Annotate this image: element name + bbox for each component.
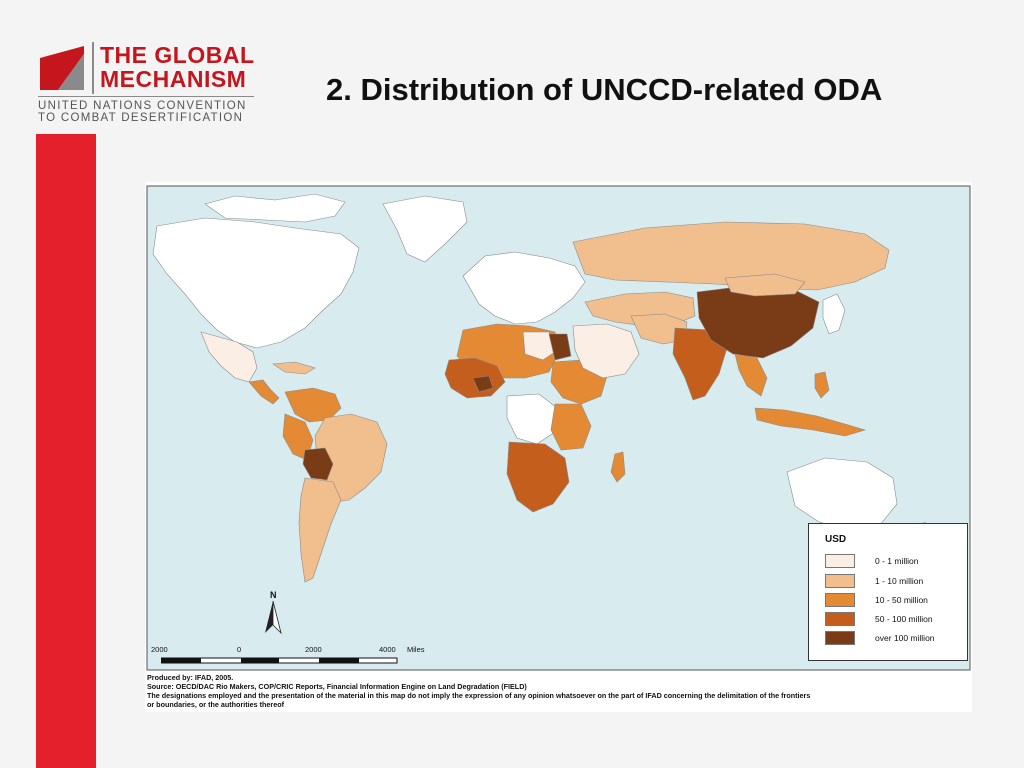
accent-bar (36, 134, 96, 768)
map-legend: USD 0 - 1 million 1 - 10 million 10 - 50… (808, 523, 968, 661)
slide-title: 2. Distribution of UNCCD-related ODA (326, 72, 883, 107)
north-arrow: N (263, 590, 289, 635)
indonesia (754, 407, 867, 437)
country-shapes (152, 193, 930, 583)
scale-bar-graphic (161, 657, 398, 664)
map-credits: Produced by: IFAD, 2005. Source: OECD/DA… (145, 673, 972, 709)
libya (522, 331, 556, 361)
legend-swatch (825, 554, 855, 568)
north-label: N (270, 590, 277, 600)
southern-africa (506, 441, 570, 513)
logo-divider (92, 42, 94, 94)
europe (462, 251, 586, 325)
north-america (152, 217, 360, 349)
legend-label: 10 - 50 million (875, 595, 928, 605)
world-map-figure: USD 0 - 1 million 1 - 10 million 10 - 50… (145, 182, 972, 712)
legend-swatch (825, 574, 855, 588)
credit-disclaimer-line2: or boundaries, or the authorities thereo… (147, 700, 284, 709)
caribbean (272, 361, 316, 375)
legend-label: 50 - 100 million (875, 614, 933, 624)
logo-title-line1: THE GLOBAL (100, 42, 255, 68)
madagascar (610, 451, 626, 483)
logo-title-line2: MECHANISM (100, 66, 247, 92)
philippines (814, 371, 830, 399)
scale-label: 2000 (151, 645, 168, 654)
credit-disclaimer-line1: The designations employed and the presen… (147, 691, 811, 700)
logo-subtitle-line2: TO COMBAT DESERTIFICATION (38, 112, 244, 124)
legend-swatch (825, 593, 855, 607)
scale-label: 4000 (379, 645, 396, 654)
russia (572, 221, 890, 291)
southeast-asia (734, 353, 768, 397)
greenland (382, 195, 468, 263)
egypt (548, 333, 572, 361)
credit-produced-by: Produced by: IFAD, 2005. (147, 673, 234, 682)
central-america (248, 379, 280, 405)
arctic-islands (204, 193, 346, 223)
legend-title: USD (825, 534, 847, 545)
east-africa (550, 403, 592, 451)
colombia-venezuela (284, 387, 342, 423)
burkina-faso (472, 375, 494, 393)
middle-east (572, 323, 640, 379)
legend-label: 0 - 1 million (875, 556, 919, 566)
mongolia (724, 273, 806, 297)
scale-unit: Miles (407, 645, 425, 654)
legend-swatch (825, 631, 855, 645)
australia (786, 457, 898, 531)
scale-label: 2000 (305, 645, 322, 654)
scale-bar: 2000 0 2000 4000 Miles (151, 645, 451, 671)
global-mechanism-logo: THE GLOBAL MECHANISM UNITED NATIONS CONV… (38, 40, 258, 130)
central-africa (506, 393, 558, 445)
japan-korea (822, 293, 846, 335)
credit-source: Source: OECD/DAC Rio Makers, COP/CRIC Re… (147, 682, 527, 691)
logo-mark-icon (40, 46, 84, 90)
argentina-chile (298, 477, 342, 583)
scale-label: 0 (237, 645, 242, 654)
logo-rule (38, 96, 254, 97)
legend-label: 1 - 10 million (875, 576, 924, 586)
legend-swatch (825, 612, 855, 626)
legend-label: over 100 million (875, 633, 935, 643)
bolivia (302, 447, 334, 481)
logo-subtitle-line1: UNITED NATIONS CONVENTION (38, 100, 247, 112)
north-arrow-icon (265, 601, 282, 635)
